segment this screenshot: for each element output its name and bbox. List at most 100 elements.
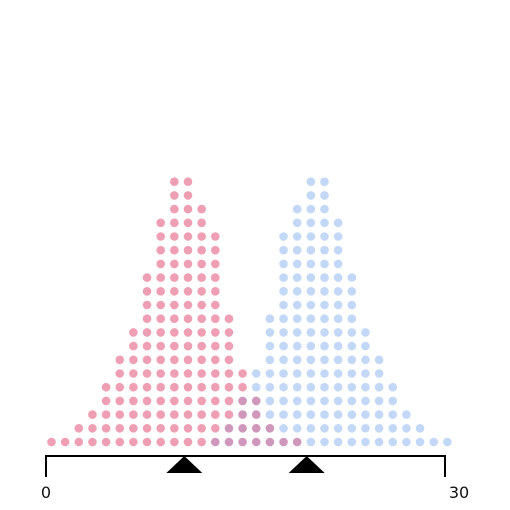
data-dot: [183, 437, 193, 447]
data-dot: [197, 259, 206, 269]
data-dot: [238, 410, 247, 419]
data-dot: [156, 410, 165, 419]
data-dot: [347, 287, 357, 296]
data-dot: [292, 232, 302, 241]
data-dot: [238, 382, 247, 392]
data-dot: [306, 341, 316, 351]
data-dot: [170, 437, 179, 447]
data-dot: [306, 355, 316, 365]
data-dot: [170, 369, 179, 378]
data-dot: [320, 382, 329, 392]
data-dot: [306, 259, 316, 269]
data-dot: [197, 437, 206, 447]
data-dot: [374, 369, 384, 378]
data-dot: [197, 369, 206, 378]
data-dot: [306, 328, 316, 337]
data-dot: [211, 273, 220, 282]
data-dot: [429, 437, 439, 447]
data-dot: [320, 328, 329, 337]
data-dot: [279, 382, 288, 392]
data-dot: [170, 424, 179, 433]
data-dot: [115, 424, 125, 433]
data-dot: [170, 355, 179, 365]
data-dot: [156, 287, 165, 296]
data-dot: [320, 341, 329, 351]
data-dot: [156, 424, 165, 433]
data-dot: [333, 382, 343, 392]
data-dot: [142, 369, 152, 378]
data-dot: [320, 396, 329, 406]
data-dot: [183, 204, 193, 214]
data-dot: [279, 410, 288, 419]
data-dot: [74, 424, 84, 433]
data-dot: [142, 273, 152, 282]
data-dot: [224, 424, 234, 433]
data-dot: [170, 314, 179, 324]
data-dot: [320, 300, 329, 310]
data-dot: [115, 396, 125, 406]
data-dot: [320, 437, 329, 447]
data-dot: [347, 273, 357, 282]
data-dot: [374, 382, 384, 392]
data-dot: [306, 437, 316, 447]
data-dot: [361, 355, 370, 365]
data-dot: [265, 355, 275, 365]
data-dot: [170, 259, 179, 269]
data-dot: [279, 314, 288, 324]
data-dot: [374, 410, 384, 419]
data-dot: [374, 437, 384, 447]
data-dot: [211, 341, 220, 351]
data-dot: [129, 369, 138, 378]
data-dot: [238, 396, 247, 406]
data-dot: [279, 369, 288, 378]
data-dot: [320, 232, 329, 241]
data-dot: [415, 424, 425, 433]
data-dot: [361, 424, 370, 433]
data-dot: [88, 437, 97, 447]
data-dot: [115, 437, 125, 447]
data-dot: [183, 424, 193, 433]
data-dot: [251, 424, 261, 433]
data-dot: [129, 437, 138, 447]
data-dot: [292, 382, 302, 392]
data-dot: [156, 245, 165, 255]
data-dot: [115, 382, 125, 392]
data-dot: [292, 355, 302, 365]
data-dot: [197, 410, 206, 419]
data-dot: [101, 437, 111, 447]
data-dot: [347, 437, 357, 447]
data-dot: [224, 369, 234, 378]
data-dot: [292, 410, 302, 419]
data-dot: [142, 355, 152, 365]
data-dot: [347, 424, 357, 433]
data-dot: [156, 382, 165, 392]
data-dot: [156, 314, 165, 324]
data-dot: [388, 382, 398, 392]
data-dot: [156, 369, 165, 378]
data-dot: [347, 369, 357, 378]
data-dot: [292, 300, 302, 310]
data-dot: [115, 355, 125, 365]
data-dot: [347, 382, 357, 392]
data-dot: [211, 382, 220, 392]
data-dot: [183, 273, 193, 282]
x-tick-labels: 0 30: [41, 483, 469, 502]
data-dot: [320, 218, 329, 228]
data-dot: [197, 396, 206, 406]
data-dot: [211, 287, 220, 296]
data-dot: [361, 437, 370, 447]
data-dot: [292, 396, 302, 406]
data-dot: [265, 437, 275, 447]
data-dot: [306, 204, 316, 214]
data-dot: [224, 314, 234, 324]
data-dot: [333, 341, 343, 351]
data-dot: [279, 328, 288, 337]
data-dot: [142, 314, 152, 324]
data-dot: [279, 437, 288, 447]
data-dot: [142, 328, 152, 337]
data-dot: [156, 273, 165, 282]
data-dot: [142, 410, 152, 419]
data-dot: [115, 410, 125, 419]
data-dot: [170, 341, 179, 351]
data-dot: [279, 259, 288, 269]
